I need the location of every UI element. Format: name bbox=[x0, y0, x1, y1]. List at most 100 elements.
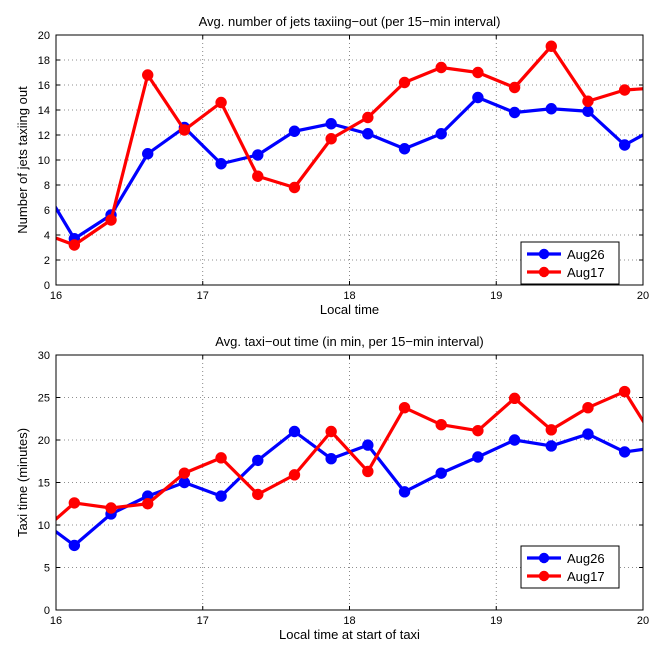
data-point-aug26 bbox=[325, 118, 337, 130]
legend-label: Aug26 bbox=[567, 551, 605, 566]
data-point-aug26 bbox=[362, 128, 374, 140]
data-point-aug26 bbox=[142, 148, 154, 160]
data-point-aug17 bbox=[545, 424, 557, 436]
y-tick-label: 2 bbox=[44, 255, 50, 267]
data-point-aug26 bbox=[435, 467, 447, 479]
data-point-aug26 bbox=[178, 476, 191, 489]
data-point-aug26 bbox=[288, 425, 301, 438]
x-tick-label: 20 bbox=[637, 290, 649, 302]
chart-title: Avg. taxi−out time (in min, per 15−min i… bbox=[215, 334, 484, 349]
data-point-aug17 bbox=[288, 469, 301, 481]
x-tick-label: 18 bbox=[343, 615, 355, 627]
data-point-aug17 bbox=[472, 424, 484, 437]
data-point-aug17 bbox=[288, 181, 301, 194]
y-tick-label: 18 bbox=[38, 55, 50, 67]
legend-label: Aug17 bbox=[567, 265, 605, 280]
data-point-aug17 bbox=[362, 465, 374, 478]
data-point-aug26 bbox=[215, 490, 227, 502]
y-tick-label: 20 bbox=[38, 435, 50, 447]
chart-title: Avg. number of jets taxiing−out (per 15−… bbox=[199, 14, 501, 29]
data-point-aug26 bbox=[362, 439, 374, 451]
data-point-aug26 bbox=[545, 440, 557, 452]
data-point-aug26 bbox=[252, 149, 264, 161]
data-point-aug26 bbox=[288, 125, 301, 137]
series-group bbox=[32, 40, 643, 251]
data-point-aug17 bbox=[618, 84, 631, 96]
data-point-aug26 bbox=[215, 158, 227, 170]
data-point-aug17 bbox=[545, 40, 557, 52]
y-tick-label: 0 bbox=[44, 280, 50, 292]
data-point-aug26 bbox=[252, 454, 264, 467]
data-point-aug17 bbox=[398, 402, 411, 414]
data-point-aug17 bbox=[398, 76, 411, 89]
data-point-aug17 bbox=[618, 385, 631, 398]
x-tick-label: 16 bbox=[50, 615, 62, 627]
data-point-aug17 bbox=[435, 61, 447, 74]
data-point-aug26 bbox=[325, 453, 337, 465]
y-tick-label: 0 bbox=[44, 605, 50, 617]
taxiing-out-count-chart: 16 17 18 19 20 0 2 4 6 8 10 12 14 16 18 20 Avg. number o… bbox=[15, 14, 649, 317]
taxi-out-time-chart: 16 17 18 19 20 0 5 10 15 20 25 30 Avg. taxi−out time… bbox=[15, 334, 649, 642]
series-group bbox=[56, 385, 643, 552]
data-point-aug26 bbox=[32, 172, 42, 182]
data-point-aug26 bbox=[545, 103, 557, 115]
x-tick-label: 19 bbox=[490, 290, 502, 302]
data-point-aug17 bbox=[142, 498, 154, 510]
data-point-aug26 bbox=[508, 434, 521, 446]
data-point-aug26 bbox=[472, 451, 484, 463]
data-point-aug26 bbox=[435, 128, 447, 140]
x-tick-label: 17 bbox=[197, 615, 209, 627]
data-point-aug26 bbox=[618, 446, 631, 458]
y-tick-label: 8 bbox=[44, 180, 50, 192]
data-point-aug17 bbox=[582, 95, 594, 107]
y-tick-label: 16 bbox=[38, 80, 50, 92]
legend-box bbox=[520, 241, 620, 285]
legend-label: Aug17 bbox=[567, 569, 605, 584]
data-point-aug26 bbox=[398, 486, 411, 498]
data-point-aug17 bbox=[215, 452, 227, 464]
x-axis-label: Local time bbox=[320, 302, 379, 317]
y-tick-label: 15 bbox=[38, 478, 50, 490]
legend-marker bbox=[538, 552, 550, 564]
data-point-aug17 bbox=[252, 170, 264, 182]
x-tick-label: 17 bbox=[197, 290, 209, 302]
data-point-aug17 bbox=[178, 467, 191, 479]
y-axis-label: Taxi time (minutes) bbox=[15, 428, 30, 537]
data-point-aug17 bbox=[215, 96, 227, 109]
x-tick-label: 20 bbox=[637, 615, 649, 627]
data-point-aug17 bbox=[362, 111, 374, 124]
data-point-aug17 bbox=[508, 81, 521, 94]
data-point-aug26 bbox=[582, 105, 594, 117]
legend: Aug26 Aug17 bbox=[520, 241, 620, 285]
x-axis-label: Local time at start of taxi bbox=[279, 627, 420, 642]
data-point-aug26 bbox=[68, 539, 81, 552]
data-point-aug17 bbox=[68, 497, 81, 509]
data-point-aug17 bbox=[325, 425, 337, 438]
series-line-aug17 bbox=[56, 389, 643, 522]
legend-marker bbox=[538, 570, 550, 582]
data-point-aug26 bbox=[582, 428, 594, 440]
data-point-aug17 bbox=[252, 488, 264, 501]
data-point-aug17 bbox=[32, 226, 42, 236]
data-point-aug26 bbox=[472, 91, 484, 104]
data-point-aug17 bbox=[105, 502, 117, 514]
legend-box bbox=[520, 545, 620, 589]
data-point-aug17 bbox=[508, 392, 521, 405]
legend-label: Aug26 bbox=[567, 247, 605, 262]
data-point-aug26 bbox=[618, 139, 631, 151]
data-point-aug17 bbox=[142, 69, 154, 81]
data-point-aug17 bbox=[472, 66, 484, 79]
series-line-aug17 bbox=[56, 44, 643, 247]
y-tick-label: 10 bbox=[38, 520, 50, 532]
data-point-aug26 bbox=[398, 143, 411, 155]
axes-frame bbox=[55, 34, 644, 286]
y-tick-label: 20 bbox=[38, 30, 50, 42]
data-point-aug17 bbox=[68, 239, 81, 251]
axes-frame bbox=[55, 354, 644, 611]
legend-marker bbox=[538, 248, 550, 260]
y-axis-label: Number of jets taxiing out bbox=[15, 86, 30, 234]
data-point-aug17 bbox=[178, 124, 191, 136]
data-point-aug17 bbox=[105, 214, 117, 226]
data-point-aug17 bbox=[325, 133, 337, 145]
legend: Aug26 Aug17 bbox=[520, 545, 620, 589]
